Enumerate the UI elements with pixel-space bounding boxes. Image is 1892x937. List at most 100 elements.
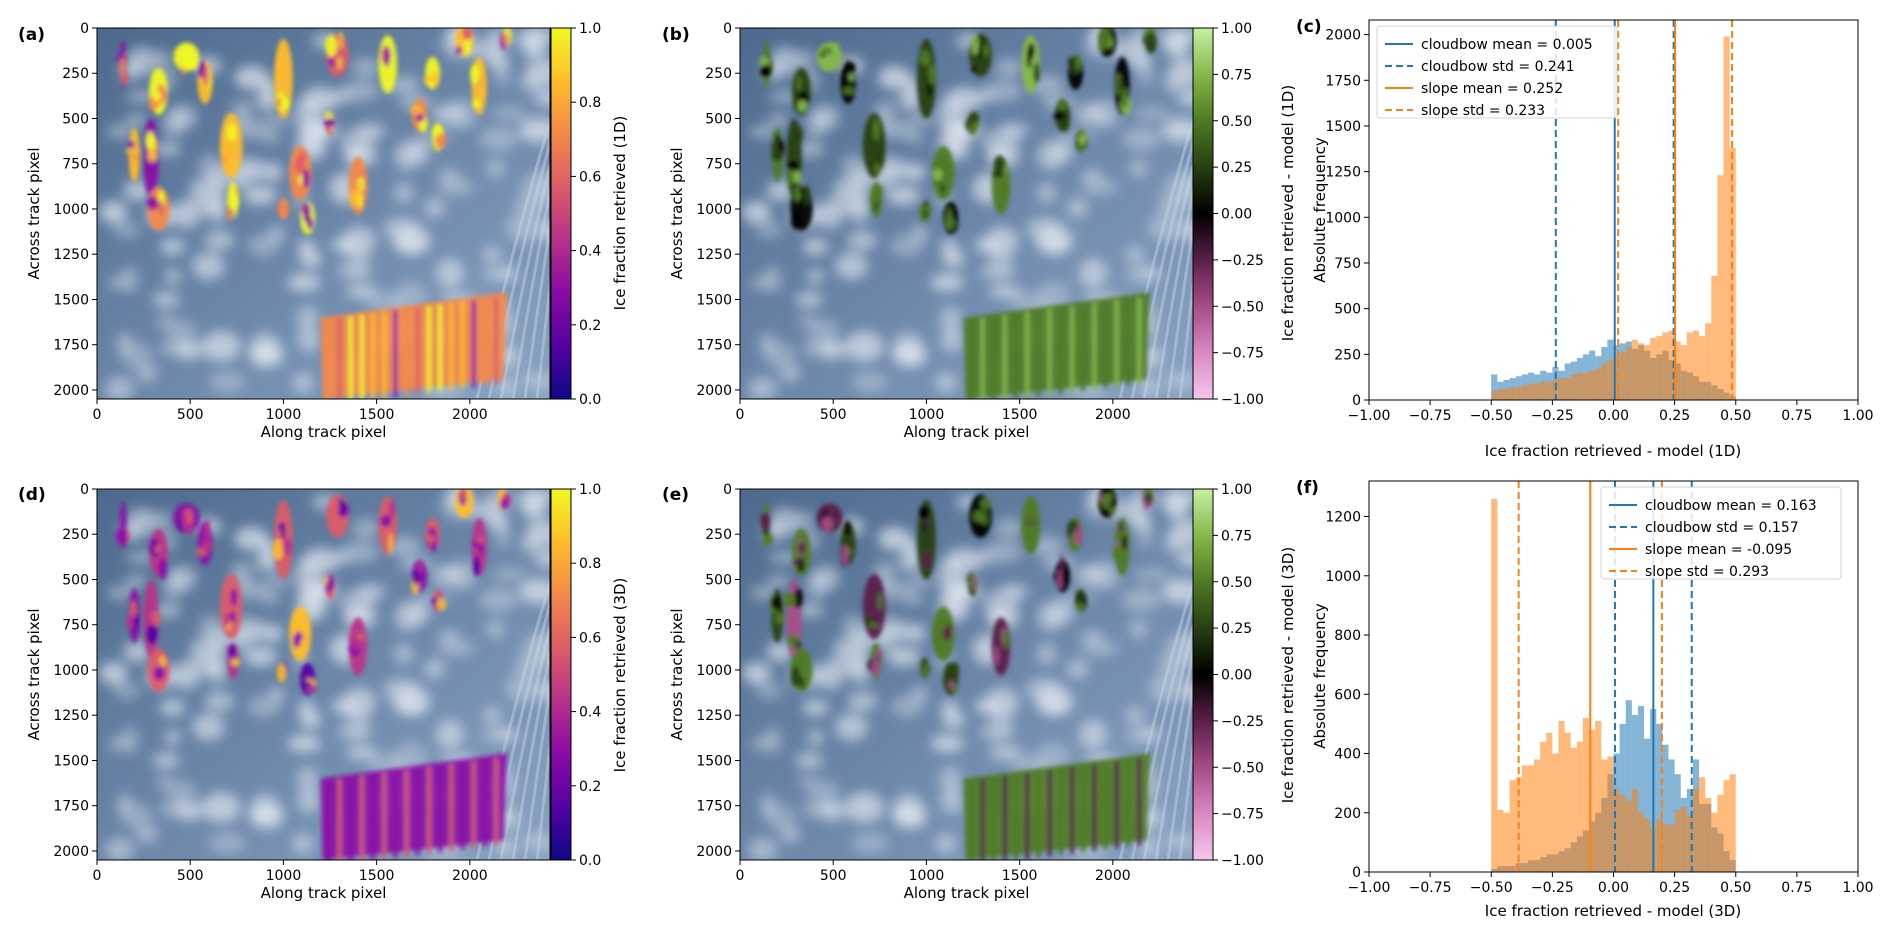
- slope-bar: [1686, 332, 1693, 400]
- colorbar-tick-label: 0.0: [579, 853, 601, 869]
- slope-bar: [1680, 345, 1687, 400]
- slope-bar: [1644, 818, 1651, 872]
- y-tick-label: 1000: [1325, 210, 1361, 226]
- y-tick-label: 500: [705, 111, 732, 127]
- colorbar-b: −1.00 −0.75 −0.50 −0.25 0.00 0.25 0.50 0.75 1.00…: [1192, 21, 1297, 408]
- y-tick-label: 250: [62, 527, 89, 543]
- colorbar-tick-label: 1.0: [579, 482, 601, 498]
- slope-bar: [1564, 378, 1571, 400]
- legend-entry: slope std = 0.233: [1421, 103, 1545, 119]
- legend-entry: slope mean = -0.095: [1645, 542, 1792, 558]
- colorbar-tick-label: −0.25: [1221, 714, 1264, 730]
- y-tick-label: 1000: [53, 202, 89, 218]
- slope-bar: [1692, 330, 1700, 400]
- panel-b: 0 500 1000 1500 2000025050075010001250150017…: [668, 21, 1194, 441]
- y-tick-label: 1000: [53, 663, 89, 679]
- y-tick-label: 1250: [53, 708, 89, 724]
- colorbar-d: 0.0 0.2 0.4 0.6 0.8 1.0 Ice fraction retrieve…: [550, 482, 629, 869]
- y-tick-label: 0: [80, 21, 89, 37]
- y-tick-label: 0: [723, 21, 732, 37]
- slope-bar: [1576, 741, 1583, 872]
- y-tick-label: 500: [1334, 302, 1361, 318]
- x-tick-label: 1500: [359, 868, 395, 884]
- slope-bar: [1527, 765, 1535, 872]
- y-tick-label: 1500: [53, 292, 89, 308]
- slope-bar: [1521, 765, 1528, 872]
- x-tick-label: −0.25: [1531, 408, 1574, 424]
- slope-bar: [1656, 818, 1663, 872]
- y-tick-label: 750: [1334, 256, 1361, 272]
- x-tick-label: −0.75: [1409, 408, 1452, 424]
- y-tick-label: 1250: [53, 247, 89, 263]
- slope-bar: [1680, 806, 1687, 872]
- slope-bar: [1711, 812, 1718, 872]
- panel-label-a: (a): [18, 25, 45, 45]
- slope-bar: [1711, 275, 1718, 400]
- y-tick-label: 250: [1334, 347, 1361, 363]
- slope-bar: [1589, 729, 1596, 872]
- slope-bar: [1692, 789, 1700, 872]
- slope-bar: [1540, 741, 1547, 872]
- colorbar-tick-label: 0.4: [579, 705, 601, 721]
- colorbar-tick-label: 0.25: [1221, 160, 1252, 176]
- x-tick-label: 1000: [266, 868, 302, 884]
- slope-bar: [1668, 330, 1675, 400]
- slope-bar: [1497, 389, 1504, 400]
- slope-bar: [1546, 732, 1553, 872]
- legend-entry: slope mean = 0.252: [1421, 81, 1563, 97]
- legend-entry: cloudbow mean = 0.005: [1421, 37, 1593, 53]
- x-tick-label: 1.00: [1842, 408, 1873, 424]
- y-tick-label: 2000: [53, 844, 89, 860]
- slope-bar: [1717, 175, 1724, 400]
- legend-entry: cloudbow std = 0.157: [1645, 520, 1799, 536]
- slope-bar: [1631, 339, 1638, 400]
- colorbar-tick-label: 0.4: [579, 244, 601, 260]
- panel-e: 0 500 1000 1500 2000025050075010001250150017…: [668, 482, 1194, 902]
- slope-bar: [1576, 372, 1583, 400]
- x-tick-label: −0.50: [1470, 880, 1513, 896]
- slope-bar: [1503, 389, 1510, 400]
- slope-bar: [1656, 336, 1663, 400]
- slope-bar: [1625, 347, 1632, 400]
- x-tick-label: 500: [177, 868, 204, 884]
- y-tick-label: 250: [62, 66, 89, 82]
- slope-bar: [1674, 341, 1681, 400]
- x-axis-label: Along track pixel: [904, 423, 1030, 441]
- y-tick-label: 1750: [696, 799, 732, 815]
- slope-bar: [1705, 323, 1712, 400]
- x-tick-label: −0.75: [1409, 880, 1452, 896]
- x-tick-label: −0.50: [1470, 408, 1513, 424]
- colorbar-a: 0.0 0.2 0.4 0.6 0.8 1.0 Ice fraction retrieve…: [550, 21, 629, 408]
- y-tick-label: 1750: [53, 338, 89, 354]
- colorbar-tick-label: 0.75: [1221, 67, 1252, 83]
- legend-c: cloudbow mean = 0.005 cloudbow std = 0.24…: [1376, 25, 1618, 119]
- slope-bar: [1570, 747, 1577, 872]
- y-tick-label: 1250: [1325, 165, 1361, 181]
- colorbar-tick-label: 1.00: [1221, 21, 1252, 37]
- x-axis-label: Along track pixel: [261, 884, 387, 902]
- cloudbow-bar: [1662, 744, 1669, 872]
- y-tick-label: 750: [705, 157, 732, 173]
- y-tick-label: 500: [705, 572, 732, 588]
- cloudbow-bar: [1625, 700, 1632, 872]
- colorbar-label-b: Ice fraction retrieved - model (1D): [1279, 85, 1297, 341]
- difference-overlay-e: [760, 489, 1154, 860]
- x-tick-label: 2000: [452, 407, 488, 423]
- y-tick-label: 1000: [1325, 569, 1361, 585]
- y-axis-label: Across track pixel: [668, 608, 686, 740]
- slope-bar: [1527, 383, 1535, 400]
- x-tick-label: −0.25: [1531, 880, 1574, 896]
- y-tick-label: 1500: [1325, 119, 1361, 135]
- slope-bar: [1564, 732, 1571, 872]
- slope-bar: [1558, 720, 1565, 872]
- slope-bar: [1717, 794, 1724, 872]
- slope-bar: [1491, 498, 1498, 872]
- colorbar-tick-label: −1.00: [1221, 392, 1264, 408]
- panel-d: 0 500 1000 1500 2000025050075010001250150017…: [25, 482, 551, 902]
- slope-bar: [1723, 36, 1730, 400]
- legend-f: cloudbow mean = 0.163 cloudbow std = 0.15…: [1600, 486, 1842, 580]
- histogram-c: −1.00 −0.75 −0.50 −0.25 0.00 0.25 0.50 0.75 1.00…: [1325, 19, 1874, 424]
- x-tick-label: 0.75: [1781, 408, 1812, 424]
- histogram-f: −1.00 −0.75 −0.50 −0.25 0.00 0.25 0.50 0.75 1.00…: [1325, 480, 1874, 896]
